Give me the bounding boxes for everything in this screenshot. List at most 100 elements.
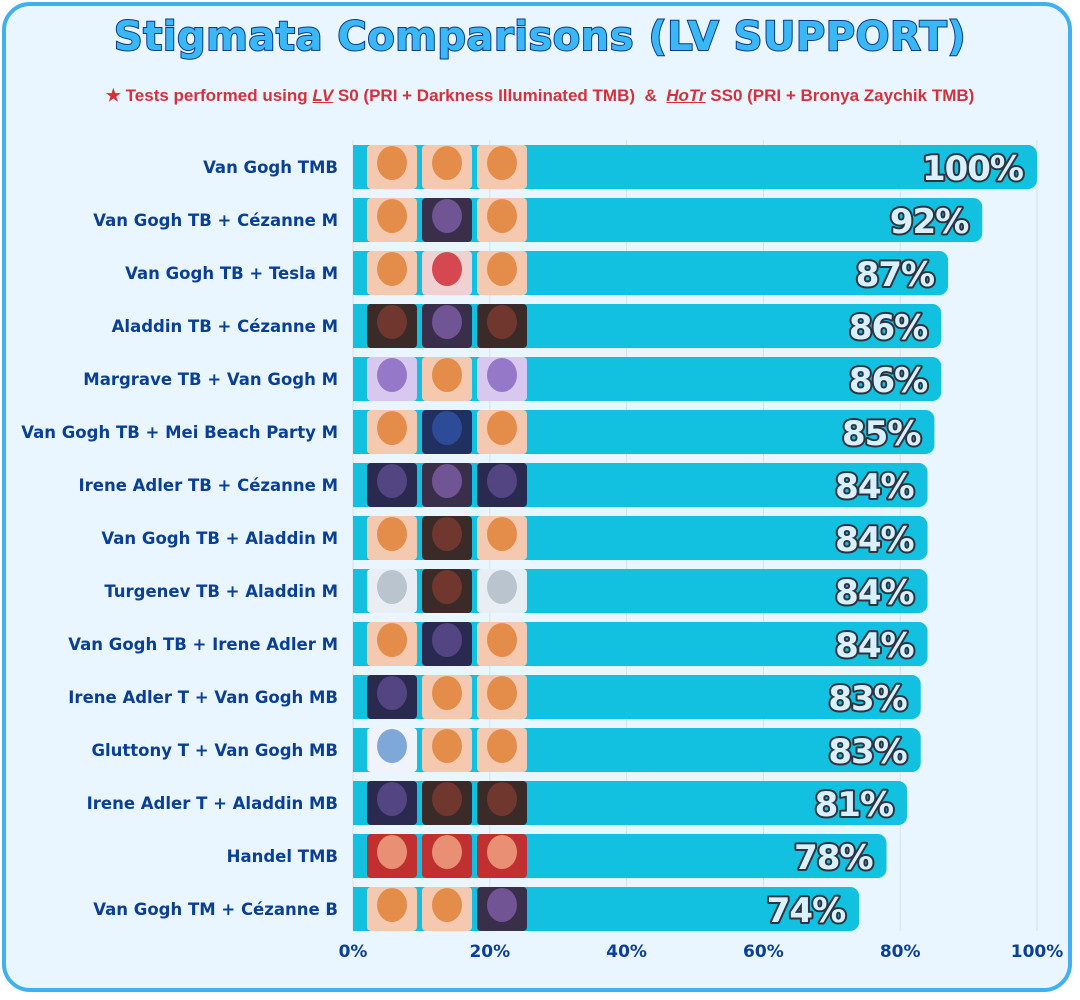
- portrait-figure: [377, 888, 407, 922]
- portrait-figure: [487, 676, 517, 710]
- bar-row: Van Gogh TMB 100%: [203, 145, 1037, 191]
- bar-row: Turgenev TB + Aladdin M 84%: [104, 569, 928, 615]
- portrait-figure: [432, 835, 462, 869]
- portrait-figure: [432, 888, 462, 922]
- category-label: Irene Adler T + Van Gogh MB: [68, 688, 338, 707]
- bar-row: Van Gogh TB + Irene Adler M 84%: [68, 622, 928, 668]
- value-label: 87%: [856, 255, 934, 295]
- portrait-figure: [432, 570, 462, 604]
- category-label: Handel TMB: [227, 847, 338, 866]
- chart-subtitle: ★ Tests performed using LV S0 (PRI + Dar…: [105, 86, 975, 105]
- portrait-figure: [432, 252, 462, 286]
- portrait-figure: [377, 358, 407, 392]
- value-label: 84%: [835, 467, 913, 507]
- category-label: Turgenev TB + Aladdin M: [104, 582, 338, 601]
- portrait-figure: [377, 146, 407, 180]
- portrait-figure: [377, 782, 407, 816]
- bar-row: Irene Adler T + Van Gogh MB 83%: [68, 675, 921, 721]
- portrait-figure: [432, 199, 462, 233]
- x-tick-label: 20%: [469, 942, 510, 962]
- portrait-figure: [487, 517, 517, 551]
- x-tick-label: 0%: [339, 942, 368, 962]
- portrait-figure: [432, 146, 462, 180]
- x-tick-label: 40%: [606, 942, 647, 962]
- category-label: Van Gogh TM + Cézanne B: [93, 900, 338, 919]
- portrait-figure: [432, 729, 462, 763]
- category-label: Irene Adler TB + Cézanne M: [79, 476, 339, 495]
- category-label: Margrave TB + Van Gogh M: [83, 370, 338, 389]
- category-label: Van Gogh TB + Aladdin M: [101, 529, 338, 548]
- portrait-figure: [377, 464, 407, 498]
- value-label: 86%: [849, 361, 927, 401]
- bar-row: Van Gogh TB + Tesla M 87%: [125, 251, 949, 297]
- value-label: 100%: [922, 149, 1023, 189]
- portrait-figure: [487, 464, 517, 498]
- value-label: 81%: [815, 785, 893, 825]
- bar-row: Irene Adler TB + Cézanne M 84%: [79, 463, 928, 509]
- portrait-figure: [377, 411, 407, 445]
- value-label: 78%: [794, 838, 872, 878]
- value-label: 85%: [842, 414, 920, 454]
- bar-row: Gluttony T + Van Gogh MB 83%: [91, 728, 921, 774]
- portrait-figure: [377, 570, 407, 604]
- portrait-figure: [377, 199, 407, 233]
- portrait-figure: [487, 888, 517, 922]
- bar-row: Van Gogh TB + Aladdin M 84%: [101, 516, 928, 562]
- bar-row: Margrave TB + Van Gogh M 86%: [83, 357, 942, 403]
- portrait-figure: [432, 305, 462, 339]
- portrait-figure: [377, 623, 407, 657]
- x-tick-label: 60%: [743, 942, 784, 962]
- portrait-figure: [377, 835, 407, 869]
- star-icon: ★: [105, 86, 121, 105]
- portrait-figure: [432, 358, 462, 392]
- value-label: 83%: [828, 732, 906, 772]
- portrait-figure: [487, 252, 517, 286]
- portrait-figure: [432, 676, 462, 710]
- portrait-figure: [432, 464, 462, 498]
- portrait-figure: [432, 411, 462, 445]
- portrait-figure: [487, 570, 517, 604]
- portrait-figure: [377, 305, 407, 339]
- portrait-figure: [487, 835, 517, 869]
- value-label: 84%: [835, 520, 913, 560]
- bar-row: Van Gogh TB + Mei Beach Party M 85%: [21, 410, 935, 456]
- bar-row: Aladdin TB + Cézanne M 86%: [112, 304, 942, 350]
- x-tick-label: 100%: [1011, 942, 1064, 962]
- value-label: 92%: [890, 202, 968, 242]
- portrait-figure: [377, 729, 407, 763]
- bar-row: Van Gogh TM + Cézanne B 74%: [93, 887, 860, 933]
- category-label: Irene Adler T + Aladdin MB: [87, 794, 338, 813]
- portrait-figure: [487, 146, 517, 180]
- value-label: 84%: [835, 573, 913, 613]
- value-label: 86%: [849, 308, 927, 348]
- value-label: 84%: [835, 626, 913, 666]
- category-label: Van Gogh TB + Irene Adler M: [68, 635, 338, 654]
- category-label: Van Gogh TB + Cézanne M: [93, 211, 338, 230]
- x-tick-label: 80%: [880, 942, 921, 962]
- bar-row: Van Gogh TB + Cézanne M 92%: [93, 198, 983, 244]
- category-label: Gluttony T + Van Gogh MB: [91, 741, 338, 760]
- value-label: 74%: [767, 891, 845, 931]
- portrait-figure: [487, 411, 517, 445]
- category-label: Van Gogh TMB: [203, 158, 338, 177]
- portrait-figure: [487, 782, 517, 816]
- portrait-figure: [487, 199, 517, 233]
- bar-row: Handel TMB 78%: [227, 834, 887, 880]
- portrait-figure: [432, 782, 462, 816]
- value-label: 83%: [828, 679, 906, 719]
- category-label: Aladdin TB + Cézanne M: [112, 317, 338, 336]
- portrait-figure: [487, 729, 517, 763]
- portrait-figure: [487, 623, 517, 657]
- chart-title: Stigmata Comparisons (LV SUPPORT): [113, 13, 967, 61]
- portrait-figure: [377, 676, 407, 710]
- portrait-figure: [377, 517, 407, 551]
- category-label: Van Gogh TB + Tesla M: [125, 264, 338, 283]
- portrait-figure: [432, 623, 462, 657]
- portrait-figure: [487, 358, 517, 392]
- portrait-figure: [377, 252, 407, 286]
- category-label: Van Gogh TB + Mei Beach Party M: [21, 423, 338, 442]
- portrait-figure: [487, 305, 517, 339]
- bar-row: Irene Adler T + Aladdin MB 81%: [87, 781, 908, 827]
- portrait-figure: [432, 517, 462, 551]
